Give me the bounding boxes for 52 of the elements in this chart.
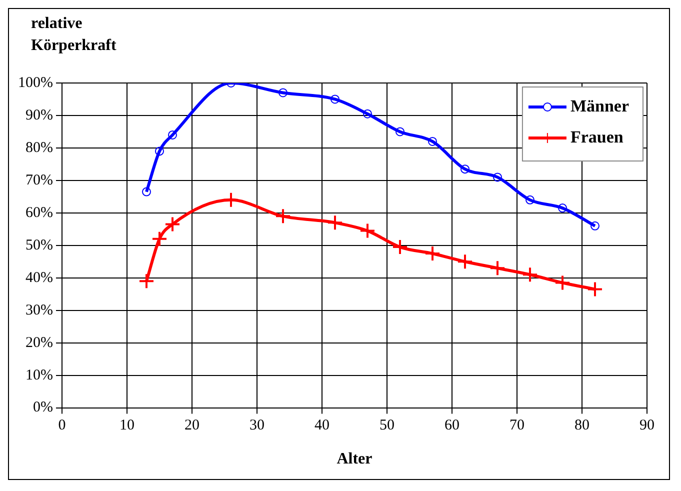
y-tick-label: 0% xyxy=(32,400,53,416)
x-tick-label: 50 xyxy=(380,418,394,434)
x-tick-label: 90 xyxy=(640,418,654,434)
point xyxy=(490,260,506,276)
point xyxy=(274,208,291,224)
point xyxy=(327,214,343,231)
point xyxy=(460,164,470,174)
y-tick-label: 50% xyxy=(25,237,53,254)
point xyxy=(392,239,408,256)
x-tick-label: 60 xyxy=(444,418,460,434)
point xyxy=(457,254,473,270)
point xyxy=(558,204,567,213)
point xyxy=(222,192,239,208)
x-tick-label: 80 xyxy=(574,418,590,434)
point xyxy=(142,187,151,196)
point xyxy=(587,281,603,298)
y-tick-label: 70% xyxy=(25,172,53,188)
y-tick-label: 30% xyxy=(25,302,53,318)
point xyxy=(493,172,502,182)
y-tick-label: 90% xyxy=(25,107,53,124)
point xyxy=(151,230,168,247)
point xyxy=(522,266,538,283)
point xyxy=(526,195,534,204)
x-tick-label: 0 xyxy=(58,418,66,434)
point xyxy=(360,222,376,239)
point xyxy=(278,88,288,98)
y-tick-label: 20% xyxy=(25,334,53,351)
y-tick-label: 100% xyxy=(18,74,53,91)
x-tick-label: 70 xyxy=(510,418,524,434)
x-tick-label: 30 xyxy=(249,418,264,434)
point xyxy=(164,216,180,232)
x-tick-label: 20 xyxy=(184,418,200,434)
point xyxy=(424,246,440,262)
legend-label: Männer xyxy=(570,96,630,116)
point xyxy=(428,136,437,146)
y-axis-title: relative Körperkraft xyxy=(31,14,118,56)
point xyxy=(154,146,164,156)
point xyxy=(396,127,404,136)
point xyxy=(168,130,177,140)
x-axis-title: Alter xyxy=(336,450,372,468)
x-tick-label: 10 xyxy=(119,418,134,434)
y-tick-label: 80% xyxy=(25,140,53,156)
legend-label: Frauen xyxy=(570,127,624,146)
x-tick-label: 40 xyxy=(314,418,330,434)
y-tick-label: 60% xyxy=(25,204,53,221)
y-tick-label: 40% xyxy=(25,270,53,286)
point xyxy=(363,109,372,118)
point xyxy=(590,221,600,230)
y-tick-label: 10% xyxy=(25,367,53,384)
point xyxy=(330,94,340,104)
point xyxy=(554,274,570,291)
point xyxy=(138,273,154,290)
